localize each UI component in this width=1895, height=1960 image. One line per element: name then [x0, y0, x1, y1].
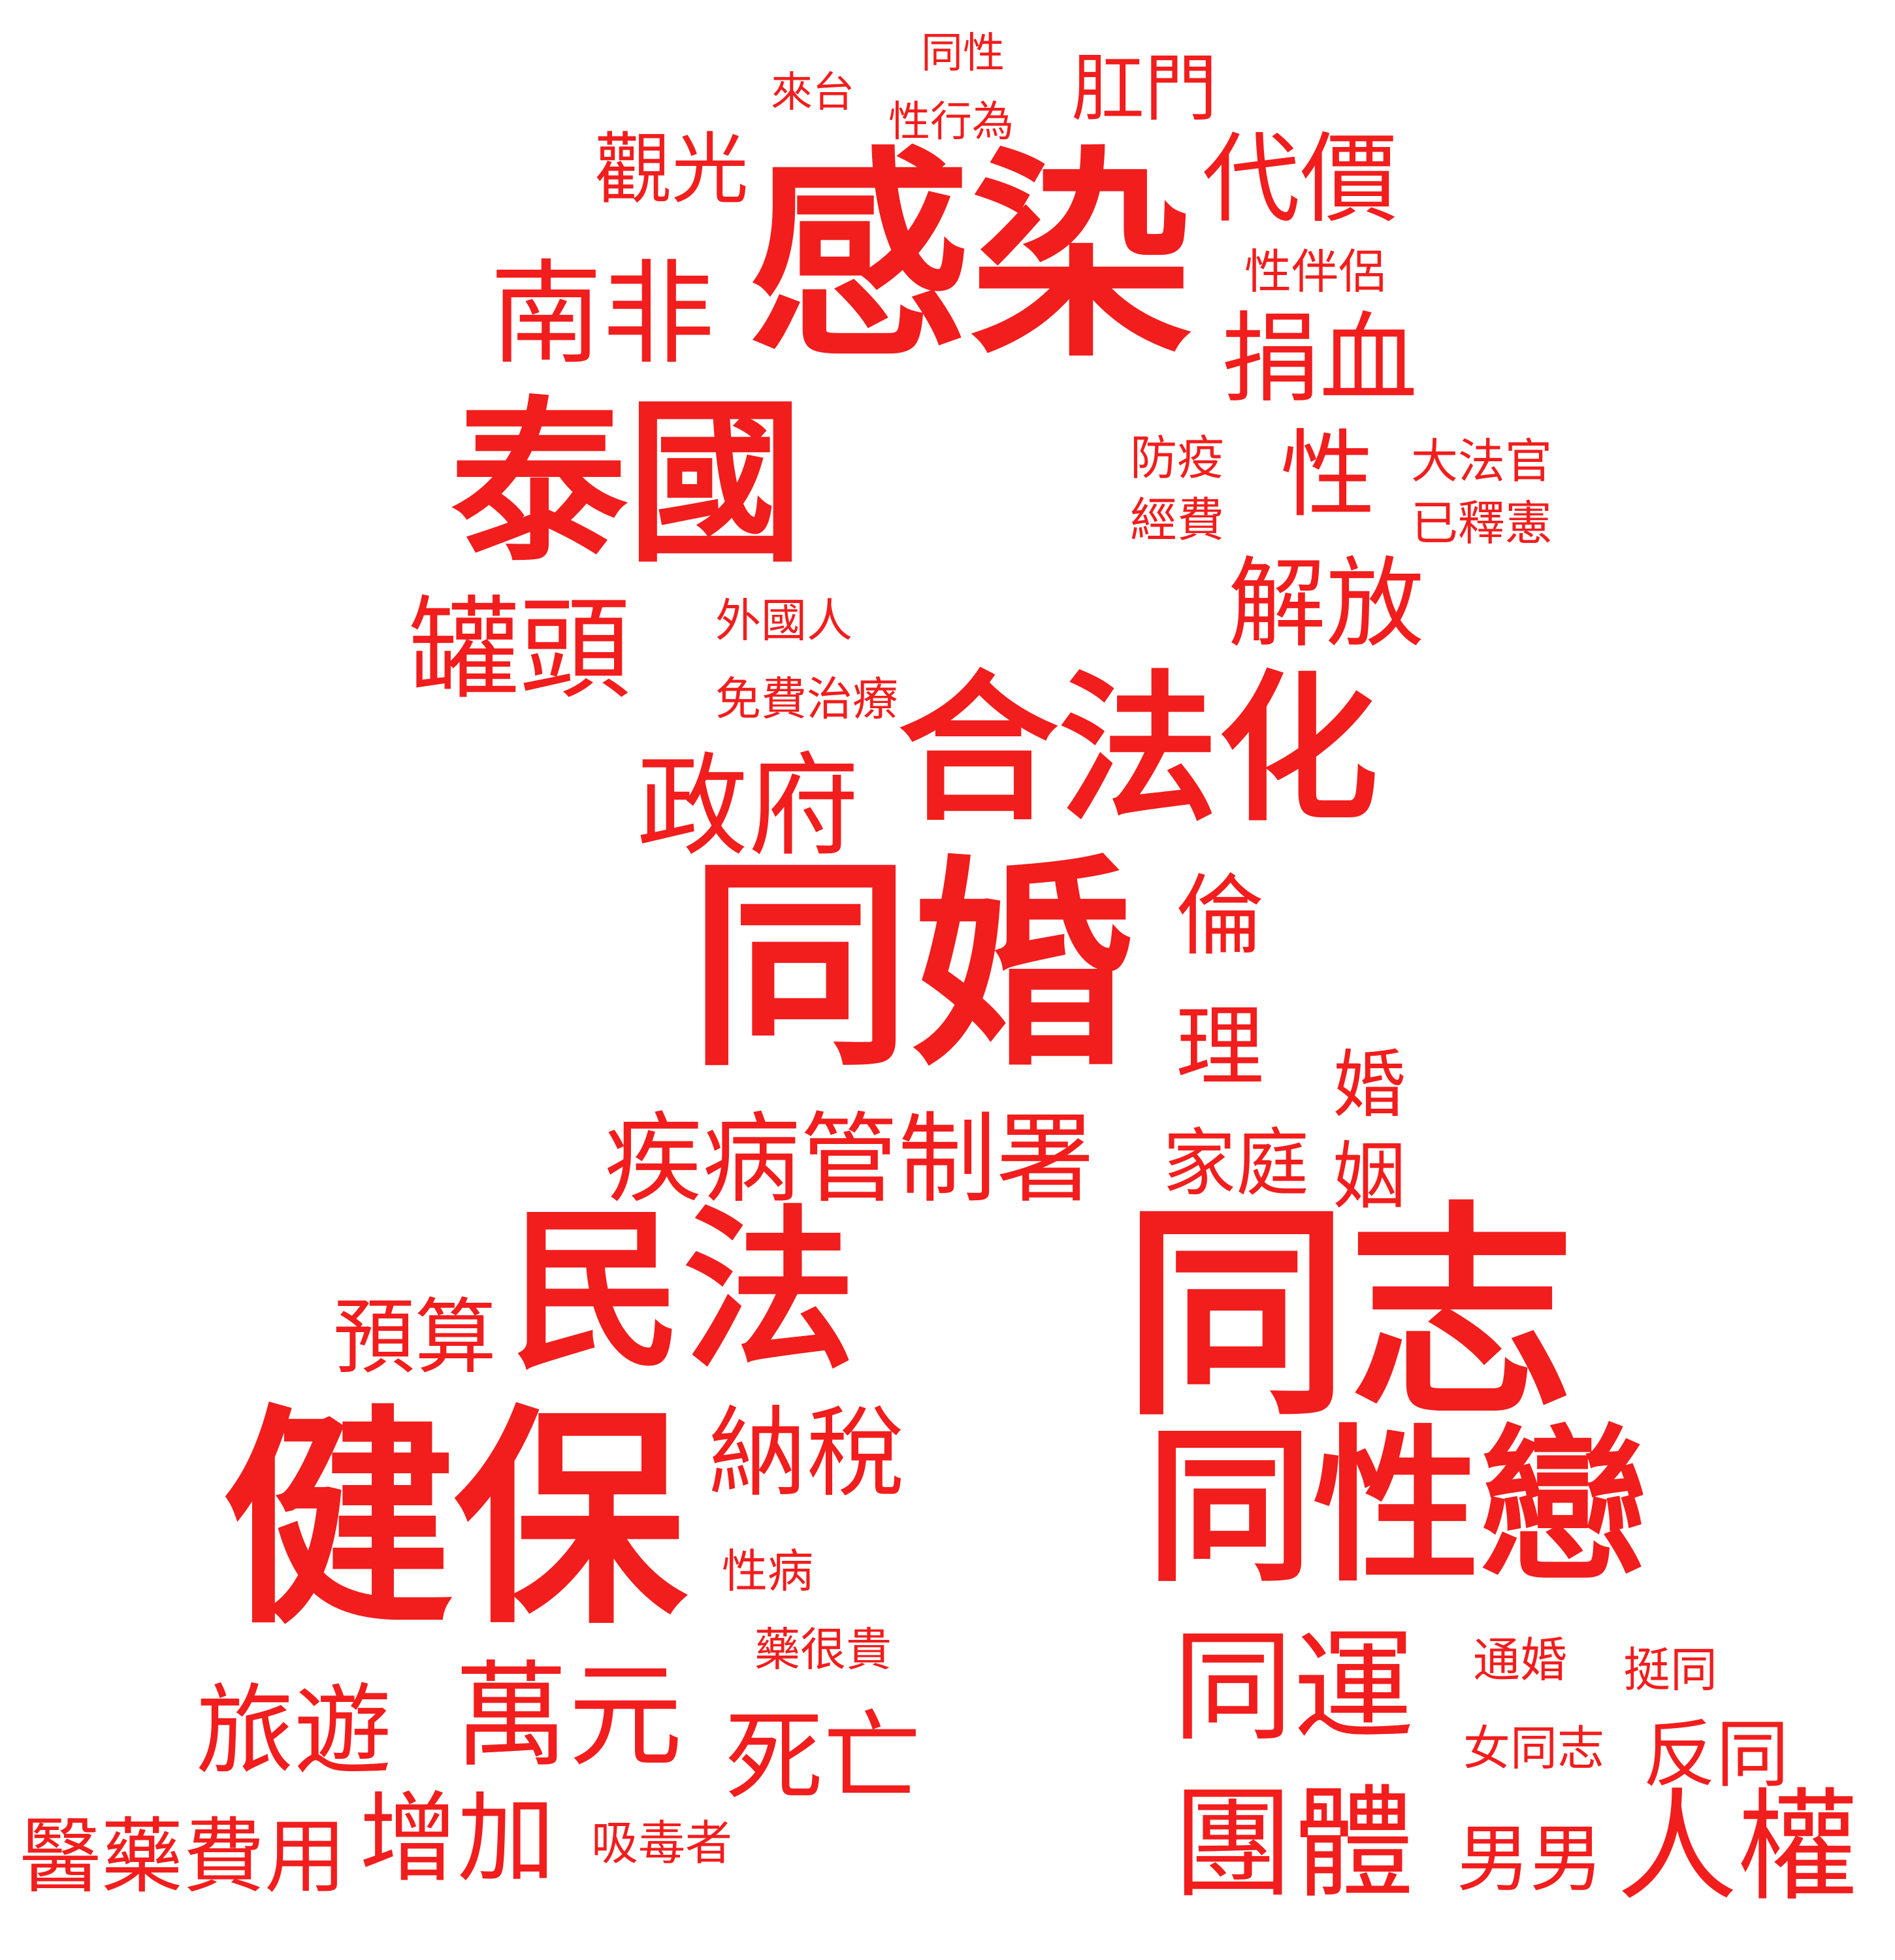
word-xingbanlv: 性伴侶	[1244, 244, 1386, 299]
word-tongyun: 同運	[1173, 1616, 1414, 1757]
word-hun: 婚	[1333, 1043, 1406, 1128]
word-jingfei: 經費	[1130, 493, 1225, 547]
word-wanyuan: 萬元	[454, 1650, 683, 1783]
word-lun: 倫	[1176, 865, 1264, 968]
word-tongxing: 同性	[921, 29, 1005, 78]
word-renquan: 人權	[1617, 1776, 1858, 1918]
word-jiating: 家庭	[1163, 1121, 1309, 1206]
word-zhengfu: 政府	[637, 742, 860, 872]
word-zengjia: 增加	[359, 1782, 556, 1896]
word-yusuan: 預算	[333, 1290, 496, 1385]
word-jiefang: 解放	[1228, 547, 1425, 661]
word-jianbao: 健保	[222, 1385, 686, 1656]
word-taiguo: 泰國	[451, 380, 803, 586]
word-li: 理	[1176, 996, 1264, 1098]
word-yiyaofeiyong: 醫藥費用	[20, 1810, 346, 1904]
word-nashui: 納稅	[709, 1397, 905, 1511]
word-ganran: 感染	[748, 129, 1192, 387]
word-fantong: 反同	[1643, 1712, 1789, 1797]
word-tingtong: 挺同	[1623, 1642, 1718, 1697]
word-lvyou: 旅遊	[196, 1674, 393, 1788]
word-tongxinglian: 同性戀	[1146, 1411, 1647, 1605]
word-yin: 姻	[1333, 1134, 1406, 1219]
word-ganmen: 肛門	[1071, 46, 1218, 131]
word-tonghun2: 通婚	[1473, 1633, 1568, 1688]
word-yishixian: 已釋憲	[1411, 496, 1553, 551]
word-xing: 性	[1280, 420, 1375, 531]
word-daijia: 代價	[1202, 123, 1399, 237]
word-xingxingwei: 性行為	[888, 98, 1014, 146]
word-tongzhi: 同志	[1124, 1184, 1574, 1446]
word-xingbing: 性病	[722, 1544, 813, 1598]
word-siwang: 死亡	[725, 1701, 922, 1814]
word-waiguoren: 外國人	[715, 594, 852, 647]
word-juanxue: 捐血	[1222, 302, 1418, 416]
word-nanfei: 南非	[490, 248, 715, 380]
word-laitai: 來台	[771, 69, 854, 117]
word-guantou: 罐頭	[408, 585, 631, 715]
word-nvtongzhi: 女同志	[1463, 1721, 1605, 1776]
word-dafaguan: 大法官	[1411, 434, 1553, 489]
word-mianfeizhiliao: 免費治療	[715, 672, 898, 726]
word-jibingguanzhishu: 疾病管制署	[604, 1103, 1095, 1217]
word-xiduzhe: 吸毒者	[591, 1816, 733, 1870]
word-fangyi: 防疫	[1130, 431, 1225, 485]
word-minfa: 民法	[510, 1191, 856, 1392]
word-tonghun: 同婚	[689, 838, 1133, 1096]
word-hefahua: 合法化	[898, 657, 1378, 843]
word-guanguang: 觀光	[594, 124, 749, 214]
word-nannan: 男男	[1457, 1817, 1603, 1902]
word-yaohengui: 藥很貴	[754, 1623, 892, 1676]
word-tuanti: 團體	[1173, 1773, 1414, 1914]
